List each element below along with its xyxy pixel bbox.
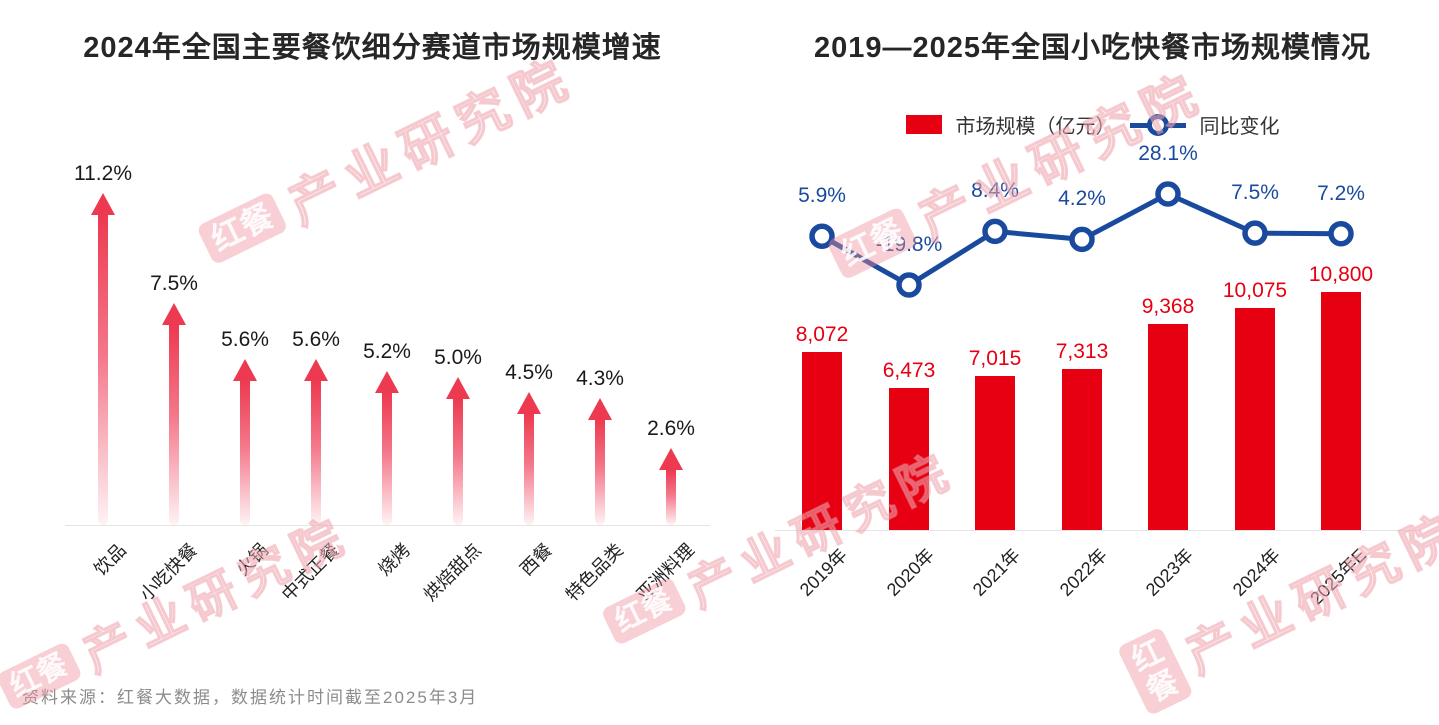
- growth-value-label: 7.5%: [150, 272, 198, 295]
- yoy-value-label: 28.1%: [1138, 142, 1198, 165]
- yoy-value-label: 7.2%: [1317, 181, 1365, 205]
- growth-chart-plot: 11.2% 饮品 7.5% 小吃快餐 5.6% 火锅 5.6% 中式正餐 5.2% 烧烤 5.0% 烘…: [25, 10, 720, 710]
- market-size-chart-title: 2019—2025年全国小吃快餐市场规模情况: [813, 32, 1372, 64]
- growth-arrow-shaft: [98, 215, 108, 525]
- legend-bar-label: 市场规模（亿元）: [955, 116, 1116, 138]
- market-size-value-label: 10,800: [1308, 263, 1374, 286]
- source-note: 资料来源：红餐大数据，数据统计时间截至2025年3月: [22, 688, 479, 707]
- growth-value-label: 11.2%: [74, 162, 132, 185]
- yoy-value-label: 8.4%: [971, 179, 1019, 203]
- growth-value-label: 2.6%: [647, 417, 695, 440]
- legend-line-swatch: [1129, 113, 1186, 136]
- growth-value-label: 5.6%: [292, 328, 340, 351]
- market-size-value-label: 8,072: [795, 323, 849, 346]
- growth-arrow-shaft: [666, 470, 676, 525]
- growth-arrow-shaft: [169, 325, 179, 525]
- growth-arrow-shaft: [240, 381, 250, 525]
- yoy-line-chart: [809, 181, 1354, 298]
- market-size-bar: [1235, 308, 1275, 530]
- yoy-value-label: -19.8%: [875, 233, 943, 256]
- growth-chart-x-axis: [65, 525, 710, 526]
- yoy-line-point: [896, 272, 922, 298]
- growth-value-label: 5.6%: [221, 328, 269, 351]
- yoy-line-point: [1069, 226, 1095, 253]
- market-size-chart-section: 2019—2025年全国小吃快餐市场规模情况 市场规模（亿元） 同比变化 8,0…: [750, 10, 1435, 710]
- growth-value-label: 5.2%: [363, 340, 411, 363]
- growth-category-label: 中式正餐: [277, 539, 343, 605]
- market-size-value-label: 7,015: [968, 347, 1022, 370]
- chart-legend: 市场规模（亿元） 同比变化: [750, 110, 1435, 139]
- market-size-chart-plot: 8,072 2019年 6,473 2020年 7,015 2021年 7,313 2022年…: [750, 10, 1435, 710]
- growth-arrow-head: [517, 392, 541, 414]
- yoy-line-point: [809, 223, 835, 249]
- growth-category-label: 亚洲料理: [632, 539, 698, 605]
- market-size-value-label: 7,313: [1055, 340, 1109, 363]
- growth-arrow-head: [91, 193, 115, 215]
- market-size-bar: [1062, 369, 1102, 530]
- yoy-value-label: 5.9%: [798, 184, 846, 208]
- growth-arrow-head: [304, 359, 328, 381]
- growth-value-label: 5.0%: [434, 346, 482, 369]
- growth-category-label: 饮品: [90, 539, 130, 580]
- market-size-bar: [802, 352, 842, 530]
- growth-category-label: 小吃快餐: [135, 539, 201, 605]
- market-size-bar: [1148, 324, 1188, 530]
- growth-value-label: 4.5%: [505, 361, 553, 384]
- market-size-value-label: 6,473: [882, 359, 936, 382]
- yoy-line-point: [1242, 220, 1268, 246]
- growth-arrow-head: [162, 303, 186, 325]
- yoy-line-point: [1155, 181, 1181, 207]
- growth-arrow-shaft: [382, 393, 392, 525]
- growth-category-label: 西餐: [516, 539, 556, 580]
- growth-category-label: 烘焙甜点: [419, 539, 485, 605]
- growth-arrow-head: [375, 371, 399, 393]
- growth-chart-title: 2024年全国主要餐饮细分赛道市场规模增速: [83, 32, 662, 64]
- growth-arrow-head: [588, 398, 612, 420]
- yoy-line-point: [1328, 220, 1354, 247]
- legend-line-marker: [1146, 113, 1169, 136]
- growth-category-label: 特色品类: [561, 539, 627, 605]
- market-size-value-label: 9,368: [1141, 295, 1195, 318]
- growth-arrow-shaft: [453, 399, 463, 525]
- growth-arrow-shaft: [311, 381, 321, 525]
- yoy-value-label: 7.5%: [1231, 181, 1279, 205]
- legend-bar-swatch: [905, 115, 942, 134]
- growth-arrow-head: [446, 377, 470, 399]
- growth-arrow-shaft: [524, 414, 534, 525]
- growth-category-label: 烧烤: [374, 539, 414, 580]
- growth-chart-section: 2024年全国主要餐饮细分赛道市场规模增速 11.2% 饮品 7.5% 小吃快餐 5.6…: [25, 10, 720, 710]
- growth-arrow-head: [659, 448, 683, 470]
- legend-line-label: 同比变化: [1199, 116, 1280, 138]
- yoy-line-point: [982, 218, 1008, 245]
- market-size-bar: [1321, 292, 1361, 530]
- market-size-bar: [975, 376, 1015, 530]
- growth-arrow-head: [233, 359, 257, 381]
- growth-category-label: 火锅: [232, 539, 272, 580]
- growth-arrow-shaft: [595, 420, 605, 525]
- market-size-chart-x-axis: [775, 530, 1420, 531]
- market-size-bar: [889, 388, 929, 530]
- yoy-value-label: 4.2%: [1058, 187, 1106, 211]
- growth-value-label: 4.3%: [576, 367, 624, 390]
- market-size-value-label: 10,075: [1222, 279, 1288, 302]
